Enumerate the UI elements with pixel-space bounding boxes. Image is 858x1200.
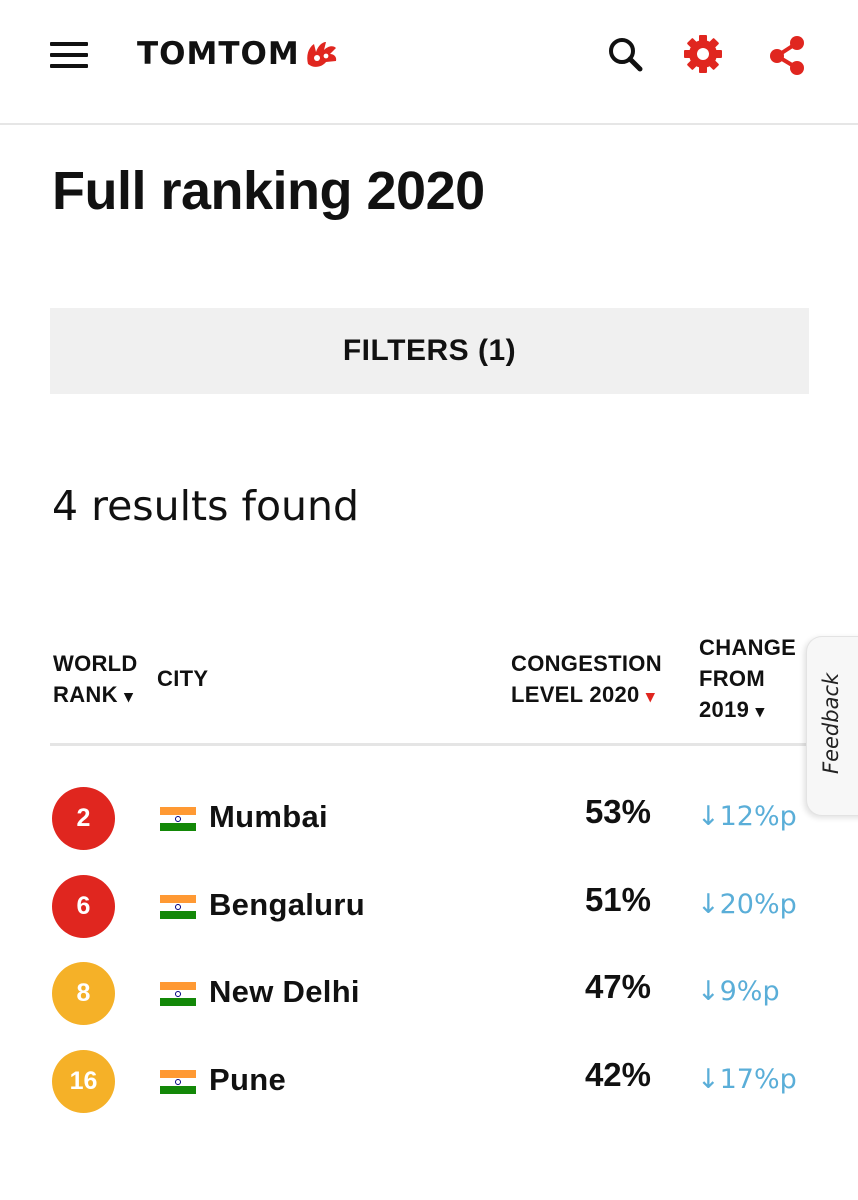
- india-flag-icon: [160, 1070, 196, 1094]
- india-flag-icon: [160, 807, 196, 831]
- india-flag-icon: [160, 895, 196, 919]
- change-header-line3: 2019: [699, 697, 750, 722]
- change-from-2019: ↓17%p: [697, 1064, 797, 1095]
- city-header-label: CITY: [157, 666, 209, 691]
- column-header-change-from-2019[interactable]: CHANGE FROM 2019 ▾: [699, 632, 796, 727]
- congestion-header-line2: LEVEL 2020: [511, 682, 640, 707]
- table-row[interactable]: 6 Bengaluru 51% ↓20%p: [0, 875, 858, 955]
- filters-button[interactable]: FILTERS (1): [50, 308, 809, 394]
- change-header-line2: FROM: [699, 666, 765, 691]
- hamburger-menu-icon[interactable]: [50, 42, 88, 70]
- world-rank-badge: 6: [52, 875, 115, 938]
- world-rank-header-line1: WORLD: [53, 651, 138, 676]
- column-header-congestion-level[interactable]: CONGESTION LEVEL 2020 ▾: [511, 648, 662, 712]
- city-name[interactable]: Pune: [209, 1062, 286, 1097]
- congestion-header-line1: CONGESTION: [511, 651, 662, 676]
- congestion-level: 51%: [584, 881, 651, 918]
- logo-text: TOMTOM: [137, 36, 300, 72]
- congestion-level: 47%: [584, 968, 651, 1005]
- filters-button-label: FILTERS (1): [342, 334, 517, 367]
- table-row[interactable]: 2 Mumbai 53% ↓12%p: [0, 787, 858, 867]
- world-rank-badge: 2: [52, 787, 115, 850]
- city-name[interactable]: Bengaluru: [209, 887, 365, 922]
- change-from-2019: ↓9%p: [697, 976, 780, 1007]
- active-sort-arrow-icon: ▾: [645, 687, 655, 706]
- column-header-world-rank[interactable]: WORLD RANK ▾: [53, 648, 138, 712]
- search-icon[interactable]: [605, 33, 645, 77]
- page-title: Full ranking 2020: [52, 161, 485, 221]
- gear-icon[interactable]: [683, 33, 723, 77]
- app-header: TOMTOM: [0, 0, 858, 125]
- india-flag-icon: [160, 982, 196, 1006]
- feedback-label: Feedback: [819, 672, 843, 774]
- table-row[interactable]: 16 Pune 42% ↓17%p: [0, 1050, 858, 1130]
- congestion-level: 53%: [584, 793, 651, 830]
- congestion-level: 42%: [584, 1056, 651, 1093]
- world-rank-header-line2: RANK: [53, 682, 118, 707]
- world-rank-badge: 16: [52, 1050, 115, 1113]
- table-row[interactable]: 8 New Delhi 47% ↓9%p: [0, 962, 858, 1042]
- world-rank-badge: 8: [52, 962, 115, 1025]
- results-count: 4 results found: [52, 482, 360, 530]
- city-name[interactable]: Mumbai: [209, 799, 328, 834]
- city-name[interactable]: New Delhi: [209, 974, 360, 1009]
- tomtom-logo[interactable]: TOMTOM: [137, 30, 342, 78]
- sort-arrow-icon: ▾: [755, 702, 765, 721]
- change-from-2019: ↓12%p: [697, 801, 797, 832]
- sort-arrow-icon: ▾: [124, 687, 134, 706]
- share-icon[interactable]: [767, 33, 807, 77]
- column-header-city: CITY: [157, 663, 208, 694]
- change-header-line1: CHANGE: [699, 635, 797, 660]
- change-from-2019: ↓20%p: [697, 889, 797, 920]
- feedback-tab[interactable]: Feedback: [806, 636, 858, 816]
- logo-hands-icon: [306, 42, 336, 67]
- table-header-divider: [50, 743, 810, 746]
